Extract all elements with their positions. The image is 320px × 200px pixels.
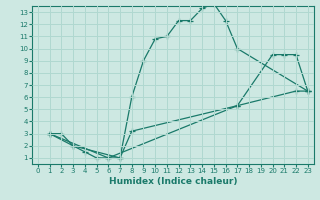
X-axis label: Humidex (Indice chaleur): Humidex (Indice chaleur) [108,177,237,186]
